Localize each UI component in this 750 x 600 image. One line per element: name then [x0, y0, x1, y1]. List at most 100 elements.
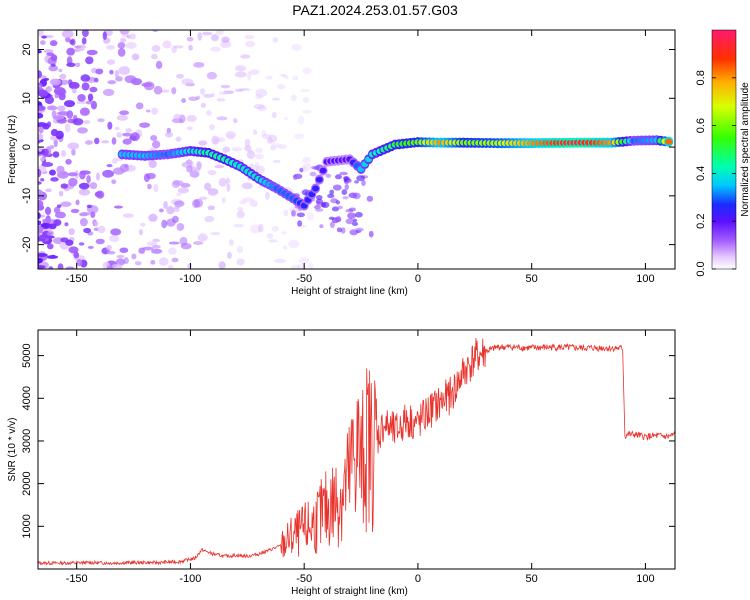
- spectrogram-noise-cell: [38, 181, 42, 185]
- spectrogram-noise-cell: [61, 150, 67, 157]
- spectrogram-noise-cell: [106, 265, 114, 269]
- spectrogram-noise-cell: [192, 241, 204, 245]
- spectrogram-noise-cell: [301, 109, 312, 114]
- spectrogram-noise-cell: [206, 71, 218, 80]
- spectrogram-noise-cell: [167, 247, 177, 256]
- snr-x-tick-label: -100: [179, 573, 201, 585]
- spectrogram-noise-cell: [138, 247, 146, 254]
- spectrogram-noise-cell: [249, 224, 261, 234]
- spectrogram-noise-cell: [53, 86, 66, 96]
- colorbar-tick-label: 0.8: [695, 70, 707, 85]
- spectrogram-ridge-cell: [665, 138, 673, 145]
- spectrogram-noise-cell: [89, 182, 98, 190]
- spectrogram-noise-cell: [85, 56, 94, 65]
- spectrogram-noise-cell: [66, 62, 76, 67]
- spectrogram-noise-cell: [188, 96, 199, 101]
- spectrogram-noise-cell: [148, 159, 157, 169]
- spectrogram-noise-cell: [296, 212, 305, 218]
- spectrogram-noise-cell: [215, 30, 224, 35]
- spectrogram-noise-cell: [106, 45, 115, 50]
- spectrogram-noise-cell: [218, 91, 228, 96]
- spectrogram-noise-cell: [86, 49, 98, 56]
- spectrogram-noise-cell: [214, 164, 225, 169]
- spectrogram-noise-cell: [234, 65, 247, 72]
- spectrogram-noise-cell: [201, 31, 213, 36]
- spectrogram-noise-cell: [115, 76, 123, 82]
- spectrogram-noise-cell: [147, 183, 152, 190]
- spectrogram-noise-cell: [276, 144, 287, 150]
- spectrogram-noise-cell: [246, 150, 256, 160]
- spectrogram-noise-cell: [342, 196, 349, 200]
- spectrogram-noise-cell: [229, 239, 234, 246]
- spectrogram-noise-cell: [271, 97, 281, 101]
- spectrogram-noise-cell: [299, 167, 304, 173]
- spectrogram-noise-cell: [181, 78, 194, 86]
- spectrogram-x-tick-label: -100: [179, 273, 201, 285]
- spectrogram-noise-cell: [67, 142, 80, 150]
- spectrogram-noise-cell: [65, 36, 71, 43]
- spectrogram-noise-cell: [111, 263, 123, 269]
- spectrogram-noise-cell: [79, 107, 90, 116]
- spectrogram-noise-cell: [114, 70, 120, 78]
- spectrogram-noise-cell: [171, 117, 184, 124]
- spectrogram-noise-cell: [155, 60, 163, 70]
- spectrogram-noise-cell: [146, 172, 156, 180]
- spectrogram-noise-cell: [60, 201, 72, 207]
- spectrogram-noise-cell: [38, 105, 46, 111]
- spectrogram-noise-cell: [122, 213, 134, 218]
- spectrogram-noise-cell: [86, 174, 91, 184]
- spectrogram-noise-cell: [42, 123, 50, 130]
- spectrogram-noise-cell: [255, 153, 264, 160]
- spectrogram-noise-cell: [354, 180, 360, 184]
- spectrogram-noise-cell: [151, 248, 163, 254]
- spectrogram-noise-cell: [321, 201, 330, 209]
- spectrogram-noise-cell: [249, 165, 260, 170]
- snr-y-tick-label: 1000: [21, 514, 33, 538]
- spectrogram-noise-cell: [65, 239, 74, 246]
- spectrogram-noise-cell: [90, 211, 96, 218]
- spectrogram-noise-cell: [261, 130, 267, 137]
- spectrogram-noise-cell: [173, 45, 184, 49]
- spectrogram-noise-cell: [315, 208, 324, 212]
- spectrogram-noise-cell: [177, 187, 190, 194]
- spectrogram-noise-cell: [38, 50, 42, 54]
- spectrogram-noise-cell: [306, 212, 314, 221]
- snr-x-tick-label: 50: [526, 573, 538, 585]
- spectrogram-noise-cell: [161, 219, 168, 229]
- spectrogram-noise-cell: [341, 189, 348, 196]
- spectrogram-noise-cell: [69, 39, 75, 45]
- spectrogram-noise-cell: [42, 218, 52, 224]
- spectrogram-noise-cell: [244, 34, 255, 40]
- spectrogram-noise-cell: [129, 132, 140, 142]
- spectrogram-noise-cell: [113, 205, 123, 209]
- spectrogram-noise-cell: [226, 183, 231, 192]
- spectrogram-noise-cell: [57, 263, 64, 269]
- spectrogram-noise-cell: [153, 85, 163, 95]
- spectrogram-noise-cell: [50, 54, 58, 62]
- spectrogram-noise-cell: [162, 40, 172, 49]
- spectrogram-noise-cell: [249, 163, 254, 168]
- spectrogram-noise-cell: [302, 96, 310, 104]
- spectrogram-noise-cell: [40, 178, 45, 182]
- spectrogram-noise-cell: [315, 194, 323, 201]
- colorbar-tick-label: 0.4: [695, 166, 707, 181]
- spectrogram-noise-cell: [43, 49, 54, 54]
- spectrogram-noise-cell: [233, 118, 238, 124]
- spectrogram-noise-cell: [168, 264, 174, 269]
- spectrogram-noise-cell: [131, 53, 140, 61]
- spectrogram-noise-cell: [203, 93, 213, 99]
- spectrogram-noise-cell: [266, 233, 274, 239]
- spectrogram-noise-cell: [247, 71, 252, 81]
- spectrogram-noise-cell: [77, 127, 88, 134]
- spectrogram-x-tick-label: 0: [415, 273, 421, 285]
- snr-x-tick-label: 0: [415, 573, 421, 585]
- spectrogram-noise-cell: [239, 200, 247, 205]
- spectrogram-noise-cell: [280, 73, 287, 78]
- spectrogram-noise-cell: [270, 143, 282, 148]
- spectrogram-noise-cell: [78, 242, 85, 246]
- snr-x-tick-label: 100: [636, 573, 654, 585]
- spectrogram-noise-cell: [108, 234, 120, 243]
- spectrogram-noise-cell: [41, 161, 54, 168]
- spectrogram-noise-cell: [60, 183, 69, 189]
- spectrogram-noise-cell: [236, 258, 245, 266]
